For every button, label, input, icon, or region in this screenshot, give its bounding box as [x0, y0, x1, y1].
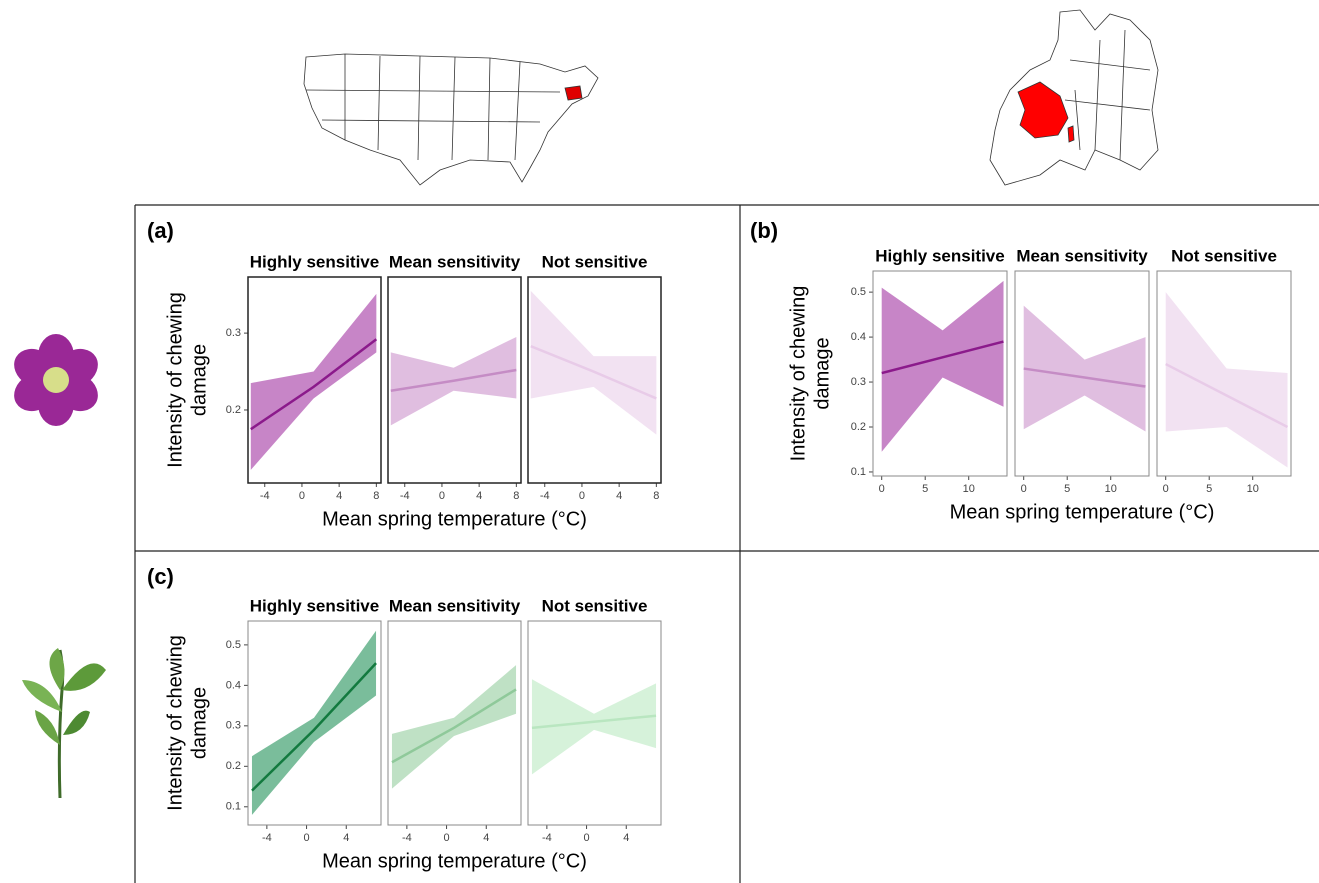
facet-frame — [527, 620, 662, 826]
facet-frame — [527, 276, 662, 484]
y-axis-title: damage — [188, 344, 210, 416]
us-map — [303, 53, 599, 186]
facet-title: Mean sensitivity — [389, 252, 521, 271]
facet-title: Not sensitive — [542, 252, 648, 271]
y-axis-title: Intensity of chewing — [164, 292, 186, 468]
facet-title: Mean sensitivity — [389, 596, 521, 615]
x-tick-label: -4 — [262, 832, 272, 844]
x-tick-label: 4 — [483, 832, 489, 844]
x-tick-label: 10 — [963, 483, 975, 495]
facet-title: Mean sensitivity — [1016, 246, 1148, 265]
frame — [134, 204, 1319, 883]
trend-line — [881, 340, 1004, 375]
x-tick-label: 0 — [583, 832, 589, 844]
x-tick-label: 8 — [653, 490, 659, 502]
y-tick-label: 0.4 — [226, 679, 241, 691]
confidence-band — [531, 679, 657, 775]
y-tick-label: 0.5 — [226, 639, 241, 651]
x-axis-title: Mean spring temperature (°C) — [322, 850, 587, 872]
x-axis-title: Mean spring temperature (°C) — [322, 508, 587, 530]
facet-frame — [872, 270, 1008, 477]
y-tick-label: 0.3 — [226, 720, 241, 732]
y-tick-label: 0.2 — [226, 404, 241, 416]
facet-title: Not sensitive — [1171, 246, 1277, 265]
x-tick-label: -4 — [260, 490, 270, 502]
trend-line — [1165, 362, 1289, 429]
x-tick-label: 5 — [1064, 483, 1070, 495]
facet-frame — [387, 276, 522, 484]
facet-frame — [247, 276, 382, 484]
x-tick-label: 0 — [1021, 483, 1027, 495]
facet-title: Highly sensitive — [250, 596, 379, 615]
x-tick-label: 4 — [616, 490, 622, 502]
trend-line — [250, 338, 378, 431]
trend-line — [251, 662, 377, 792]
x-tick-label: 10 — [1247, 483, 1259, 495]
panel-label: (c) — [147, 564, 174, 589]
y-tick-label: 0.1 — [226, 801, 241, 813]
x-tick-label: 0 — [303, 832, 309, 844]
y-axis-title: Intensity of chewing — [787, 286, 809, 462]
confidence-band — [530, 290, 657, 435]
x-tick-label: 5 — [1206, 483, 1212, 495]
x-tick-label: 0 — [443, 832, 449, 844]
trend-line — [390, 368, 517, 392]
x-tick-label: 8 — [513, 490, 519, 502]
y-tick-label: 0.3 — [851, 376, 866, 388]
panel-label: (b) — [750, 218, 778, 243]
facet-title: Highly sensitive — [875, 246, 1004, 265]
trend-line — [391, 688, 517, 764]
y-axis-title: damage — [811, 337, 833, 409]
x-tick-label: 8 — [373, 490, 379, 502]
x-tick-label: 4 — [623, 832, 629, 844]
y-tick-label: 0.2 — [851, 421, 866, 433]
x-tick-label: 10 — [1105, 483, 1117, 495]
trend-line — [531, 714, 657, 730]
y-tick-label: 0.2 — [226, 760, 241, 772]
facet-frame — [247, 620, 382, 826]
y-tick-label: 0.1 — [851, 466, 866, 478]
facet-title: Highly sensitive — [250, 252, 379, 271]
trend-line — [1023, 367, 1146, 388]
x-axis-title: Mean spring temperature (°C) — [950, 501, 1215, 523]
x-tick-label: 0 — [299, 490, 305, 502]
confidence-band — [250, 293, 377, 470]
facet-frame — [1156, 270, 1292, 477]
y-axis-title: damage — [188, 687, 210, 759]
y-tick-label: 0.3 — [226, 327, 241, 339]
x-tick-label: 5 — [922, 483, 928, 495]
x-tick-label: 4 — [343, 832, 349, 844]
x-tick-label: 0 — [439, 490, 445, 502]
facet-title: Not sensitive — [542, 596, 648, 615]
x-tick-label: 0 — [879, 483, 885, 495]
europe-map — [989, 9, 1159, 186]
x-tick-label: -4 — [402, 832, 412, 844]
confidence-band — [881, 280, 1004, 452]
x-tick-label: -4 — [540, 490, 550, 502]
flower-icon — [14, 334, 98, 426]
trend-line — [530, 345, 657, 400]
facet-frame — [387, 620, 522, 826]
x-tick-label: 4 — [336, 490, 342, 502]
confidence-band — [251, 630, 377, 815]
x-tick-label: 0 — [1163, 483, 1169, 495]
confidence-band — [1023, 305, 1146, 432]
y-tick-label: 0.5 — [851, 286, 866, 298]
facet-frame — [1014, 270, 1150, 477]
x-tick-label: -4 — [400, 490, 410, 502]
y-axis-title: Intensity of chewing — [164, 635, 186, 811]
x-tick-label: -4 — [542, 832, 552, 844]
leaf-icon — [22, 648, 106, 799]
y-tick-label: 0.4 — [851, 331, 866, 343]
x-tick-label: 0 — [579, 490, 585, 502]
x-tick-label: 4 — [476, 490, 482, 502]
panel-label: (a) — [147, 218, 174, 243]
confidence-band — [1165, 292, 1288, 468]
